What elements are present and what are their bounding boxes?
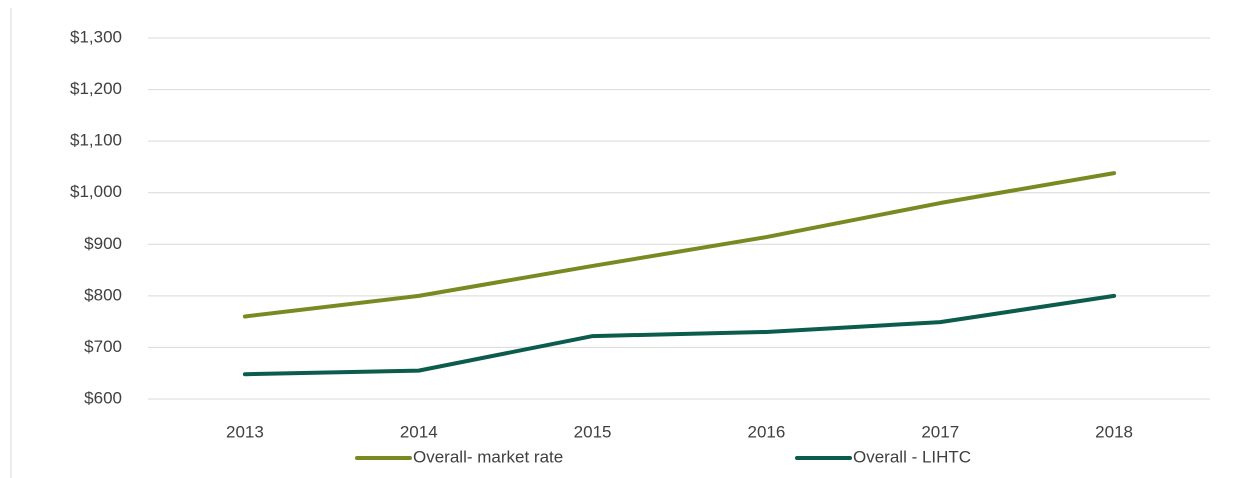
y-tick-label: $600 <box>84 388 122 407</box>
series-line <box>242 293 1117 377</box>
x-tick-label: 2013 <box>226 422 264 441</box>
y-tick-label: $1,000 <box>70 182 122 201</box>
x-tick-label: 2014 <box>400 422 438 441</box>
y-tick-label: $900 <box>84 234 122 253</box>
y-tick-label: $1,100 <box>70 131 122 150</box>
legend-label: Overall - LIHTC <box>853 447 971 466</box>
y-tick-label: $800 <box>84 285 122 304</box>
x-tick-label: 2016 <box>748 422 786 441</box>
x-tick-label: 2017 <box>921 422 959 441</box>
x-tick-label: 2018 <box>1095 422 1133 441</box>
y-tick-label: $1,200 <box>70 79 122 98</box>
y-tick-label: $1,300 <box>70 27 122 46</box>
y-tick-label: $700 <box>84 337 122 356</box>
series-line <box>242 171 1117 319</box>
x-tick-label: 2015 <box>574 422 612 441</box>
legend-label: Overall- market rate <box>413 447 563 466</box>
